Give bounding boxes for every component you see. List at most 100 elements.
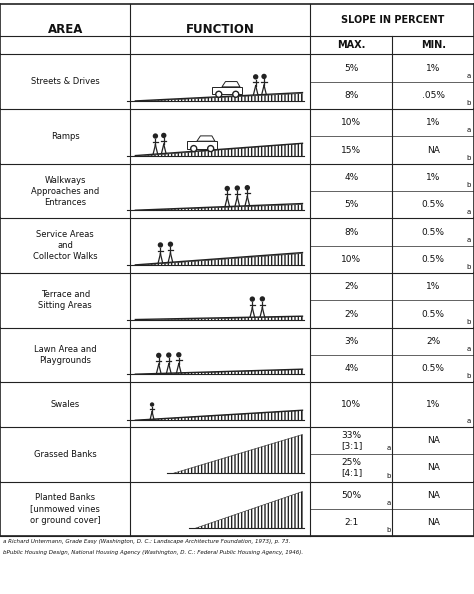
Text: NA: NA [427, 436, 440, 445]
Text: NA: NA [427, 518, 440, 527]
Text: Lawn Area and
Playgrounds: Lawn Area and Playgrounds [34, 345, 97, 365]
Circle shape [208, 146, 214, 151]
Text: NA: NA [427, 491, 440, 500]
Text: a: a [467, 210, 471, 216]
Circle shape [158, 242, 163, 248]
Text: b: b [386, 473, 391, 479]
Text: 0.5%: 0.5% [422, 228, 445, 236]
Text: b: b [467, 374, 471, 380]
Text: b: b [467, 319, 471, 325]
Text: 2%: 2% [344, 309, 359, 318]
Circle shape [168, 242, 173, 247]
Polygon shape [136, 410, 302, 420]
Polygon shape [136, 252, 302, 265]
Text: 5%: 5% [344, 200, 359, 209]
Circle shape [191, 146, 197, 151]
Text: MAX.: MAX. [337, 40, 365, 50]
Text: a: a [386, 500, 391, 506]
Polygon shape [172, 434, 302, 473]
Circle shape [261, 74, 267, 79]
Text: b: b [467, 182, 471, 188]
Circle shape [253, 74, 258, 80]
Text: 2%: 2% [426, 337, 440, 346]
Text: 1%: 1% [426, 118, 440, 127]
Text: NA: NA [427, 463, 440, 472]
Text: 10%: 10% [341, 400, 362, 409]
Text: 50%: 50% [341, 491, 362, 500]
Text: 5%: 5% [344, 64, 359, 72]
Text: 15%: 15% [341, 146, 362, 154]
Text: a Richard Untermann, Grade Easy (Washington, D. C.: Landscape Architecture Found: a Richard Untermann, Grade Easy (Washing… [3, 539, 291, 544]
Text: a: a [467, 237, 471, 243]
Text: 0.5%: 0.5% [422, 255, 445, 264]
Text: NA: NA [427, 146, 440, 154]
Text: b: b [386, 527, 391, 533]
Text: b: b [467, 100, 471, 106]
Circle shape [235, 185, 240, 191]
Text: bPublic Housing Design, National Housing Agency (Washington, D. C.: Federal Publ: bPublic Housing Design, National Housing… [3, 550, 303, 555]
Text: Ramps: Ramps [51, 132, 80, 141]
Text: Service Areas
and
Collector Walks: Service Areas and Collector Walks [33, 230, 98, 261]
Text: b: b [467, 155, 471, 161]
Text: AREA: AREA [47, 23, 83, 36]
Text: 3%: 3% [344, 337, 359, 346]
Circle shape [216, 91, 222, 97]
Text: a: a [467, 418, 471, 424]
Text: .05%: .05% [422, 91, 445, 100]
Text: FUNCTION: FUNCTION [186, 23, 255, 36]
Text: b: b [467, 264, 471, 270]
Polygon shape [194, 491, 302, 528]
Polygon shape [136, 316, 302, 320]
Circle shape [225, 186, 230, 191]
Text: 10%: 10% [341, 255, 362, 264]
Text: 25%
[4:1]: 25% [4:1] [341, 458, 362, 478]
Text: 10%: 10% [341, 118, 362, 127]
Text: a: a [467, 128, 471, 134]
Polygon shape [197, 136, 215, 141]
Circle shape [192, 147, 195, 150]
Polygon shape [136, 369, 302, 374]
Bar [187, 141, 217, 148]
Circle shape [234, 93, 237, 96]
Circle shape [209, 147, 212, 150]
Text: SLOPE IN PERCENT: SLOPE IN PERCENT [340, 15, 444, 25]
Circle shape [153, 133, 158, 139]
Polygon shape [136, 204, 302, 210]
Bar [212, 87, 242, 94]
Text: 0.5%: 0.5% [422, 200, 445, 209]
Text: Streets & Drives: Streets & Drives [31, 77, 100, 86]
Circle shape [176, 352, 182, 358]
Polygon shape [136, 93, 302, 101]
Circle shape [161, 132, 166, 138]
Text: 1%: 1% [426, 282, 440, 291]
Circle shape [217, 93, 220, 96]
Text: 33%
[3:1]: 33% [3:1] [341, 431, 362, 450]
Text: a: a [386, 446, 391, 451]
Text: 0.5%: 0.5% [422, 309, 445, 318]
Text: 1%: 1% [426, 173, 440, 182]
Circle shape [233, 91, 239, 97]
Text: 2:1: 2:1 [344, 518, 359, 527]
Text: a: a [467, 346, 471, 352]
Text: Grassed Banks: Grassed Banks [34, 450, 97, 459]
Circle shape [156, 353, 162, 358]
Circle shape [150, 402, 154, 407]
Text: Swales: Swales [51, 400, 80, 409]
Text: Terrace and
Sitting Areas: Terrace and Sitting Areas [38, 290, 92, 311]
Text: 4%: 4% [344, 364, 359, 373]
Circle shape [260, 296, 265, 302]
Text: Planted Banks
[unmowed vines
or ground cover]: Planted Banks [unmowed vines or ground c… [30, 493, 100, 525]
Text: 0.5%: 0.5% [422, 364, 445, 373]
Text: 2%: 2% [344, 282, 359, 291]
Circle shape [250, 296, 255, 302]
Text: 1%: 1% [426, 400, 440, 409]
Text: 8%: 8% [344, 91, 359, 100]
Text: 8%: 8% [344, 228, 359, 236]
Circle shape [245, 185, 250, 191]
Text: 1%: 1% [426, 64, 440, 72]
Text: a: a [467, 73, 471, 79]
Circle shape [166, 352, 172, 358]
Text: MIN.: MIN. [421, 40, 446, 50]
Polygon shape [136, 143, 302, 156]
Polygon shape [222, 81, 240, 87]
